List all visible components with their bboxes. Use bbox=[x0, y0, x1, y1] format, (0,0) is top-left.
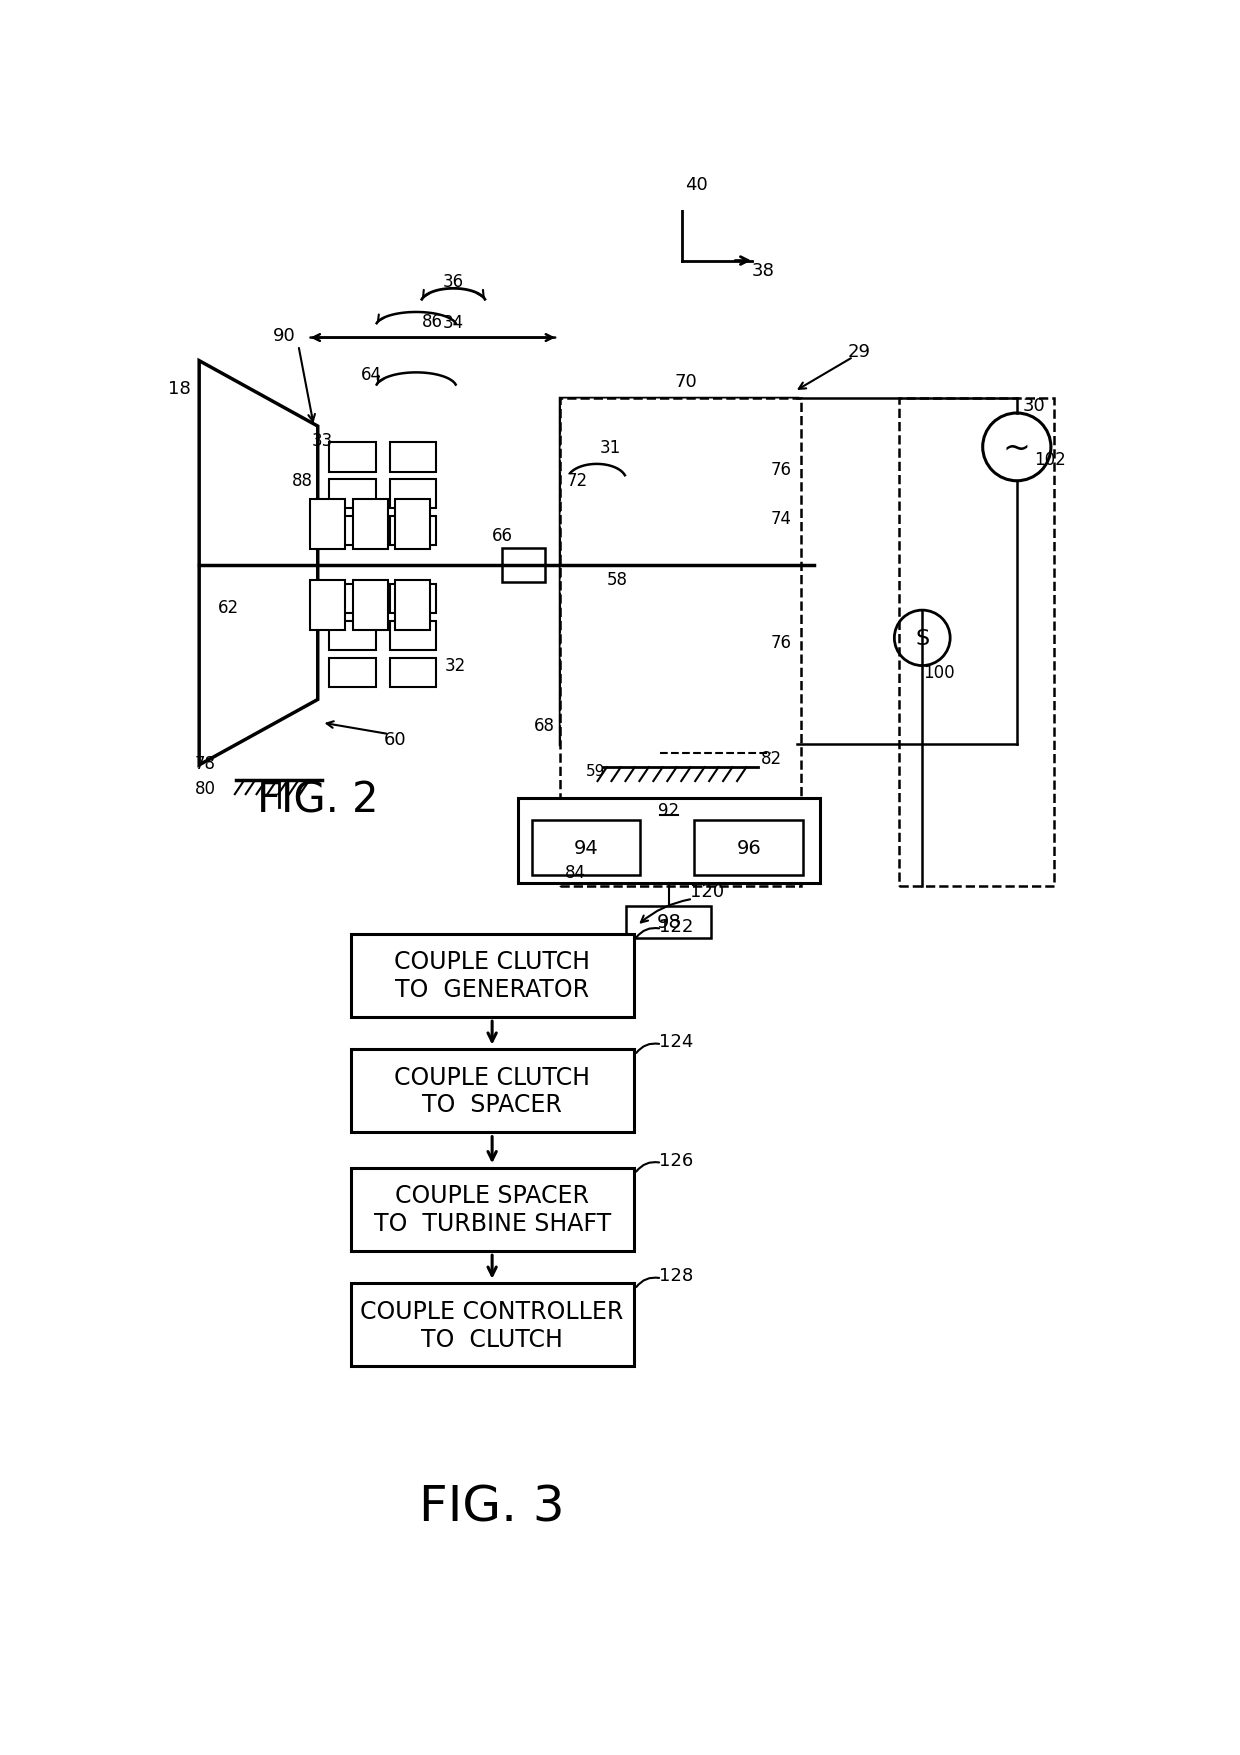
Bar bbox=[330, 621, 376, 651]
Bar bbox=[694, 820, 804, 876]
Text: 74: 74 bbox=[771, 511, 791, 528]
Text: 66: 66 bbox=[492, 526, 512, 546]
Text: FIG. 2: FIG. 2 bbox=[257, 779, 378, 821]
Text: 72: 72 bbox=[567, 472, 588, 490]
Bar bbox=[389, 584, 436, 614]
Text: 32: 32 bbox=[445, 656, 466, 674]
Bar bbox=[352, 581, 387, 630]
Bar bbox=[330, 479, 376, 509]
Text: 30: 30 bbox=[1023, 397, 1045, 414]
Bar bbox=[389, 621, 436, 651]
Text: 58: 58 bbox=[606, 570, 627, 588]
Text: 92: 92 bbox=[658, 802, 680, 820]
Text: 38: 38 bbox=[751, 261, 775, 279]
Bar bbox=[575, 500, 611, 549]
Bar bbox=[575, 581, 611, 630]
Bar bbox=[330, 518, 376, 546]
Text: 94: 94 bbox=[574, 839, 598, 856]
Text: 78: 78 bbox=[195, 755, 216, 772]
Text: 90: 90 bbox=[273, 326, 296, 346]
Bar bbox=[560, 398, 797, 744]
Bar bbox=[389, 479, 436, 509]
Text: 128: 128 bbox=[658, 1267, 693, 1285]
Text: 88: 88 bbox=[291, 472, 312, 490]
Text: 102: 102 bbox=[1034, 451, 1065, 469]
Bar bbox=[351, 1049, 634, 1132]
Bar bbox=[662, 498, 771, 549]
Text: 18: 18 bbox=[169, 379, 191, 397]
Bar bbox=[560, 398, 801, 886]
Text: 84: 84 bbox=[565, 863, 587, 881]
Text: 62: 62 bbox=[218, 598, 239, 616]
Text: S: S bbox=[915, 628, 929, 648]
Bar bbox=[352, 500, 387, 549]
Bar bbox=[351, 934, 634, 1018]
Text: 59: 59 bbox=[585, 763, 605, 777]
Bar bbox=[662, 448, 771, 491]
Bar bbox=[532, 820, 640, 876]
Bar bbox=[626, 906, 712, 939]
Text: COUPLE SPACER
TO  TURBINE SHAFT: COUPLE SPACER TO TURBINE SHAFT bbox=[373, 1183, 611, 1236]
Text: 126: 126 bbox=[658, 1151, 693, 1169]
Bar bbox=[351, 1283, 634, 1367]
Text: 60: 60 bbox=[384, 732, 407, 749]
Bar bbox=[396, 500, 430, 549]
Text: 120: 120 bbox=[689, 883, 724, 900]
Text: 98: 98 bbox=[656, 913, 681, 932]
Bar bbox=[389, 442, 436, 472]
Bar bbox=[396, 581, 430, 630]
Text: 33: 33 bbox=[311, 432, 334, 449]
Text: COUPLE CONTROLLER
TO  CLUTCH: COUPLE CONTROLLER TO CLUTCH bbox=[361, 1299, 624, 1351]
Text: 80: 80 bbox=[195, 779, 216, 797]
Bar bbox=[899, 398, 1054, 886]
Bar bbox=[605, 584, 768, 730]
Text: 76: 76 bbox=[771, 634, 791, 653]
Bar bbox=[330, 658, 376, 688]
Bar bbox=[502, 548, 544, 583]
Bar bbox=[310, 500, 345, 549]
Text: 40: 40 bbox=[684, 176, 707, 193]
Text: ~: ~ bbox=[1003, 432, 1030, 463]
Bar bbox=[518, 799, 820, 883]
Bar bbox=[619, 500, 653, 549]
Text: 34: 34 bbox=[443, 314, 464, 332]
Text: FIG. 3: FIG. 3 bbox=[419, 1483, 565, 1530]
Text: 64: 64 bbox=[361, 365, 382, 384]
Text: 68: 68 bbox=[533, 716, 554, 734]
Text: 70: 70 bbox=[675, 372, 697, 390]
Bar bbox=[310, 581, 345, 630]
Text: 76: 76 bbox=[771, 462, 791, 479]
Bar bbox=[389, 658, 436, 688]
Text: 124: 124 bbox=[658, 1032, 693, 1051]
Text: 36: 36 bbox=[443, 274, 464, 291]
Text: 31: 31 bbox=[599, 439, 620, 456]
Bar bbox=[330, 584, 376, 614]
Text: 122: 122 bbox=[658, 918, 693, 935]
Text: COUPLE CLUTCH
TO  GENERATOR: COUPLE CLUTCH TO GENERATOR bbox=[394, 949, 590, 1002]
Bar bbox=[662, 621, 771, 665]
Text: 100: 100 bbox=[924, 663, 955, 683]
Bar bbox=[351, 1167, 634, 1251]
Bar bbox=[601, 742, 660, 767]
Bar bbox=[330, 442, 376, 472]
Text: 96: 96 bbox=[737, 839, 761, 856]
Bar bbox=[389, 518, 436, 546]
Bar bbox=[619, 581, 653, 630]
Text: 86: 86 bbox=[422, 312, 443, 330]
Text: 82: 82 bbox=[760, 749, 781, 767]
Text: COUPLE CLUTCH
TO  SPACER: COUPLE CLUTCH TO SPACER bbox=[394, 1065, 590, 1116]
Text: 29: 29 bbox=[847, 344, 870, 362]
